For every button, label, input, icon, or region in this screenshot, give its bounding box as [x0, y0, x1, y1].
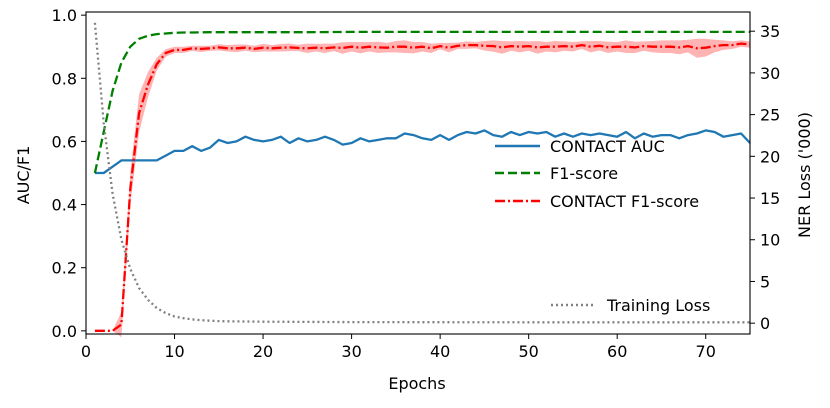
x-tick-label: 30 — [341, 342, 361, 361]
y2-tick-label: 20 — [760, 147, 780, 166]
series-line-contact-auc — [94, 129, 751, 175]
y2-tick-label: 25 — [760, 106, 780, 125]
legend-label-contact-f1: CONTACT F1-score — [550, 192, 699, 211]
x-tick-label: 0 — [81, 342, 91, 361]
x-tick-label: 40 — [430, 342, 450, 361]
x-tick-label: 50 — [518, 342, 538, 361]
plot-lines-layer — [93, 22, 751, 332]
y-axis-label: AUC/F1 — [14, 146, 33, 205]
y2-axis-label: NER Loss ('000) — [795, 112, 814, 238]
x-axis: 0 10 20 30 40 50 60 70 — [81, 334, 716, 361]
y2-tick-label: 10 — [760, 231, 780, 250]
series-line-contact-f1-score — [94, 42, 751, 332]
legend-label-contact-auc: CONTACT AUC — [550, 137, 665, 156]
legend-loss: Training Loss — [551, 296, 710, 315]
y-tick-label: 0.2 — [52, 259, 77, 278]
plot-band-layer — [94, 38, 750, 338]
series-line-f1-score — [93, 30, 750, 174]
x-axis-label: Epochs — [388, 374, 445, 393]
series-line-training-loss — [93, 22, 750, 324]
y2-tick-label: 15 — [760, 189, 780, 208]
band-contact-f1-score — [94, 38, 750, 338]
y-tick-label: 1.0 — [52, 6, 77, 25]
y-axis-right: 0 5 10 15 20 25 30 35 — [750, 22, 780, 333]
legend-label-f1-score: F1-score — [550, 164, 618, 183]
y-tick-label: 0.6 — [52, 132, 77, 151]
y2-tick-label: 35 — [760, 22, 780, 41]
y2-tick-label: 30 — [760, 64, 780, 83]
y2-tick-label: 0 — [760, 314, 770, 333]
x-tick-label: 60 — [607, 342, 627, 361]
y-tick-label: 0.8 — [52, 69, 77, 88]
y-tick-label: 0.4 — [52, 196, 77, 215]
legend-label-training-loss: Training Loss — [606, 296, 710, 315]
x-tick-label: 70 — [696, 342, 716, 361]
plot-frame — [85, 11, 751, 335]
x-tick-label: 10 — [164, 342, 184, 361]
y-tick-label: 0.0 — [52, 322, 77, 341]
y2-tick-label: 5 — [760, 272, 770, 291]
y-axis-left: 0.0 0.2 0.4 0.6 0.8 1.0 — [52, 6, 86, 341]
legend-main: CONTACT AUC F1-score CONTACT F1-score — [495, 137, 699, 211]
x-tick-label: 20 — [253, 342, 273, 361]
